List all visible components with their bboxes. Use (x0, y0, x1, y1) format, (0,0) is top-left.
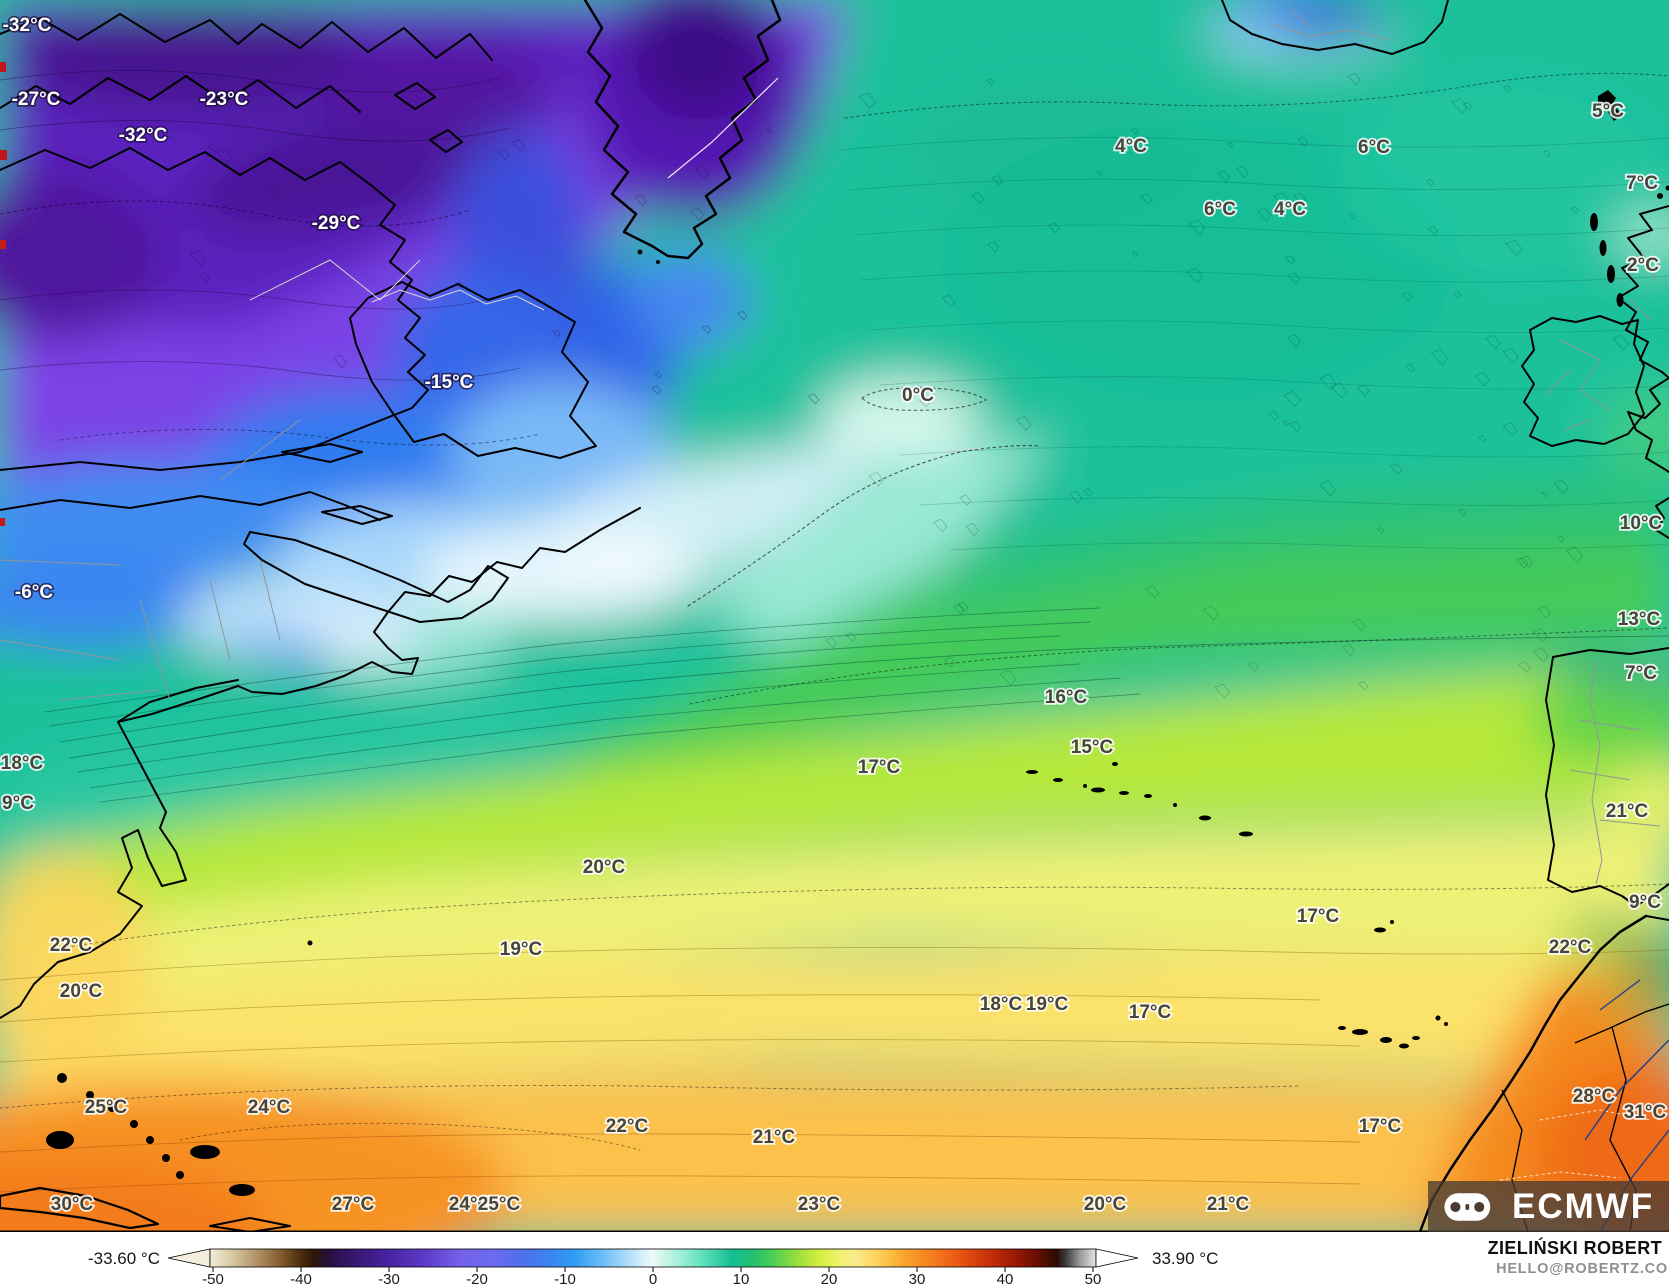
temp-label: -15°C (425, 372, 474, 393)
small-islands (46, 90, 1669, 1196)
colorbar-left-arrow (167, 1248, 211, 1268)
temp-label: 21°C (1606, 801, 1649, 822)
temp-label: 13°C (1618, 609, 1661, 630)
temp-label: -32°C (119, 125, 168, 146)
temp-label: 25°C (85, 1097, 128, 1118)
temp-label: 17°C (1297, 906, 1340, 927)
temp-label: 17°C (1129, 1002, 1172, 1023)
temp-label: 18°C (980, 994, 1023, 1015)
colorbar-tick-label: 20 (821, 1271, 838, 1287)
temp-label: 19°C (1026, 994, 1069, 1015)
admin-borders (0, 9, 1661, 885)
ecmwf-logo-text: ECMWF (1512, 1187, 1655, 1226)
temp-label: 2°C (1627, 255, 1659, 276)
colorbar-tick-label: 10 (733, 1271, 750, 1287)
temp-label: 9°C (1629, 892, 1661, 913)
colorbar-tick-label: 50 (1085, 1271, 1102, 1287)
contour-lines (0, 70, 1669, 1193)
temp-label: 30°C (51, 1194, 94, 1215)
map-frame-line (0, 1230, 1669, 1232)
temp-label: 4°C (1115, 136, 1147, 157)
temp-label: 6°C (1204, 199, 1236, 220)
colorbar-tick-label: -50 (202, 1271, 224, 1287)
colorbar-ticks: -50 -40 -30 -20 -10 0 10 20 30 40 50 (202, 1267, 1101, 1287)
temp-label: 22°C (1549, 937, 1592, 958)
temp-label: 16°C (1045, 687, 1088, 708)
temp-label: 21°C (1207, 1194, 1250, 1215)
coastlines (0, 0, 1669, 1232)
colorbar-legend: -50 -40 -30 -20 -10 0 10 20 30 40 50 -33.60 °C 33.… (0, 1232, 1669, 1287)
temp-label: 19°C (500, 939, 543, 960)
temp-label: 22°C (606, 1116, 649, 1137)
temp-label: 25°C (478, 1194, 521, 1215)
temp-label: -27°C (12, 89, 61, 110)
colorbar-gradient (209, 1248, 1097, 1268)
temp-label: 18°C (1, 753, 44, 774)
survey-line (667, 77, 779, 179)
region-borders-dashed (1499, 1109, 1651, 1181)
colorbar-tick-label: -10 (554, 1271, 576, 1287)
colorbar: -50 -40 -30 -20 -10 0 10 20 30 40 50 -33.60 °C 33.… (88, 1248, 1218, 1287)
temp-label: 4°C (1274, 199, 1306, 220)
temp-label: 7°C (1626, 173, 1658, 194)
temp-label: 24°C (449, 1194, 492, 1215)
colorbar-min-label: -33.60 °C (88, 1249, 160, 1268)
temp-label: -6°C (15, 582, 53, 603)
contour-speckles (189, 73, 1629, 699)
temp-label: 23°C (798, 1194, 841, 1215)
credit-name: ZIELIŃSKI ROBERT (1487, 1238, 1662, 1258)
colorbar-tick-label: 40 (997, 1271, 1014, 1287)
colorbar-tick-label: -20 (466, 1271, 488, 1287)
temp-label: 17°C (858, 757, 901, 778)
temp-label: 20°C (1084, 1194, 1127, 1215)
temp-label: 20°C (583, 857, 626, 878)
temp-label: 9°C (2, 793, 34, 814)
temp-label: 0°C (902, 385, 934, 406)
ecmwf-watermark: ECMWF (1428, 1181, 1669, 1232)
edge-marks (0, 62, 7, 526)
temp-label: 7°C (1625, 663, 1657, 684)
temp-label: 17°C (1359, 1116, 1402, 1137)
temp-label: 15°C (1071, 737, 1114, 758)
colorbar-tick-label: 30 (909, 1271, 926, 1287)
province-borders-light (249, 259, 981, 453)
temp-label: 5°C (1592, 101, 1624, 122)
temperature-map: -32°C -27°C -23°C -32°C -29°C -15°C -6°C 0°C 4°C… (0, 0, 1669, 1232)
temp-label: -29°C (312, 213, 361, 234)
temp-label: -32°C (3, 15, 52, 36)
colorbar-tick-label: -30 (378, 1271, 400, 1287)
temp-label: 10°C (1620, 513, 1663, 534)
temp-label: 22°C (50, 935, 93, 956)
temp-label: 31°C (1624, 1102, 1667, 1123)
temp-label: 28°C (1573, 1086, 1616, 1107)
ecmwf-logo-icon (1444, 1192, 1491, 1221)
temp-label: 6°C (1358, 137, 1390, 158)
temp-label: 20°C (60, 981, 103, 1002)
colorbar-tick-label: -40 (290, 1271, 312, 1287)
temperature-labels: -32°C -27°C -23°C -32°C -29°C -15°C -6°C 0°C 4°C… (0, 13, 1668, 1216)
temp-label: 24°C (248, 1097, 291, 1118)
temperature-field (0, 0, 1669, 1232)
colorbar-max-label: 33.90 °C (1152, 1249, 1218, 1268)
temp-label: 21°C (753, 1127, 796, 1148)
colorbar-right-arrow (1095, 1248, 1139, 1268)
colorbar-tick-label: 0 (649, 1271, 657, 1287)
temp-label: -23°C (200, 89, 249, 110)
credit-email: HELLO@ROBERTZ.CO (1496, 1261, 1668, 1277)
temp-label: 27°C (332, 1194, 375, 1215)
